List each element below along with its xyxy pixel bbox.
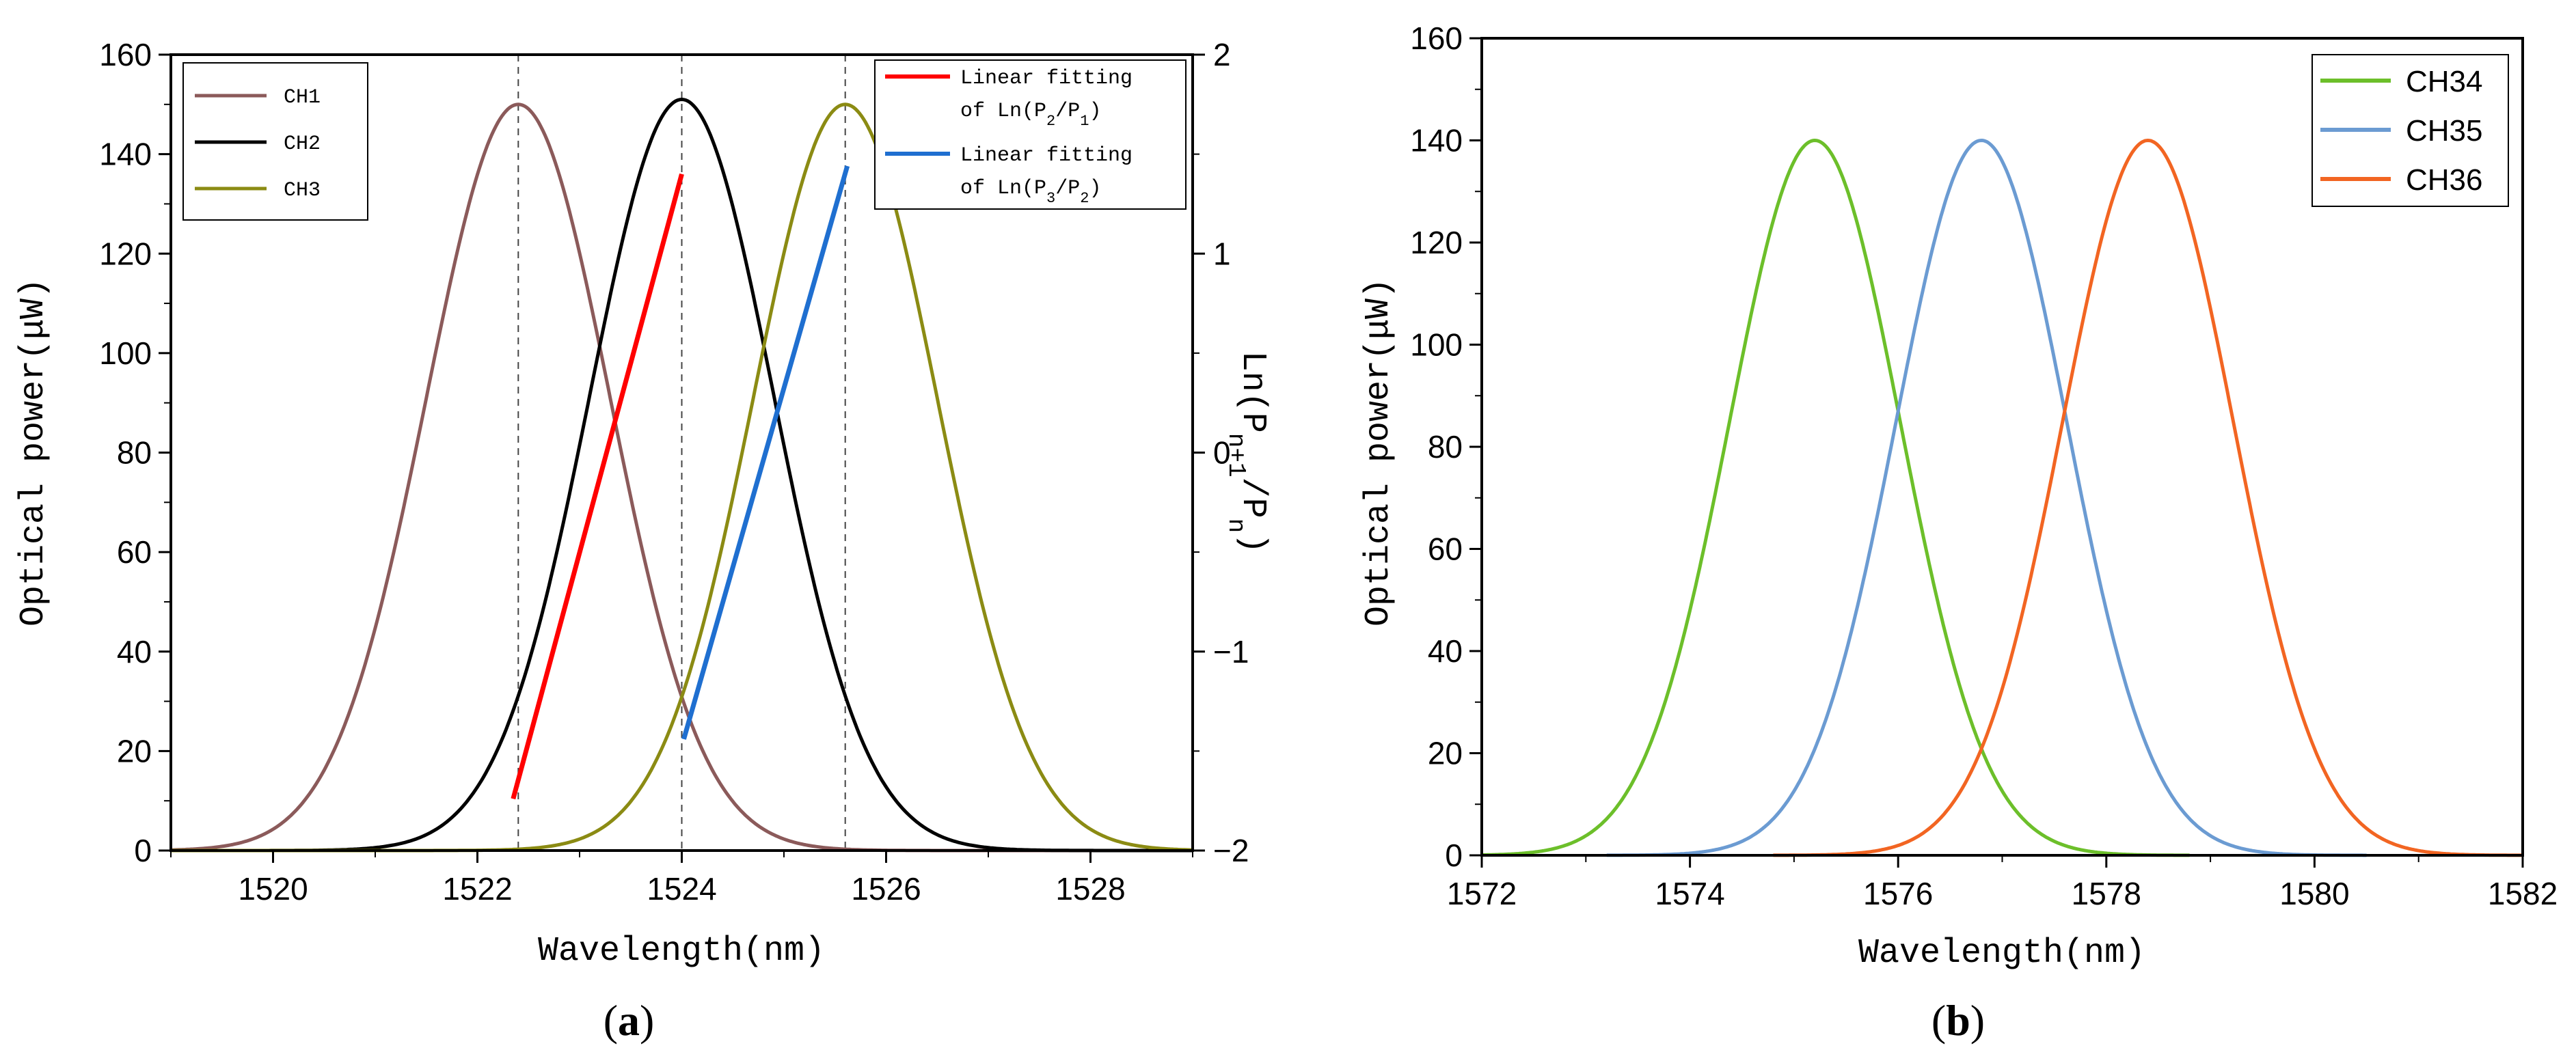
b-legend-ch34-label: CH34 [2406,65,2483,98]
a-panel-label: (a) [604,996,655,1045]
b-curve-ch35 [1606,138,2367,857]
a-legend-fit1-line1: Linear fitting [960,67,1133,90]
a-x-tick-label: 1528 [1055,871,1125,907]
a-y-tick-label: 120 [99,236,152,271]
a-y-tick-label: 20 [117,733,152,769]
panel-a: 1520 1522 1524 1526 1528 0204060801001201401… [14,37,1272,1045]
a-x-ticks: 1520 1522 1524 1526 1528 [170,851,1193,907]
a-y2-tick-label: 1 [1213,236,1231,271]
b-y-tick-label: 40 [1428,633,1463,669]
a-legend-fit2-line1: Linear fitting [960,144,1133,167]
b-y-tick-label: 160 [1410,20,1463,56]
a-reference-lines [517,55,846,851]
b-y-tick-label: 20 [1428,736,1463,771]
a-y-tick-label: 40 [117,634,152,669]
b-y-tick-label: 80 [1428,429,1463,465]
a-y-tick-label: 80 [117,435,152,471]
a-y2-ticks: −2 −1 0 1 2 [1193,37,1249,868]
a-legend-fit1-line2: of Ln(P2/P1) [960,100,1101,130]
a-legend-fits: Linear fitting of Ln(P2/P1) Linear fitti… [874,59,1187,210]
a-legend-fit2-line2: of Ln(P3/P2) [960,177,1101,207]
b-y-tick-label: 120 [1410,225,1463,260]
a-legend-ch1-label: CH1 [284,86,321,109]
a-legend-ch2-label: CH2 [284,133,321,156]
b-y-ticks: 0 20 40 60 80 100 120 140 160 [1410,20,1482,873]
b-curve-ch34 [1481,138,2190,857]
b-legend-ch36-label: CH36 [2406,163,2483,197]
b-x-tick-label: 1582 [2488,876,2558,911]
b-x-tick-label: 1572 [1447,876,1517,911]
a-y-ticks: 0 20 40 60 80 100 120 140 160 [99,37,171,868]
b-y-tick-label: 140 [1410,123,1463,158]
a-y-tick-label: 100 [99,335,152,371]
a-y-tick-label: 60 [117,534,152,570]
a-y-axis-title: Optical power(μW) [14,278,53,626]
a-y2-tick-label: −2 [1213,833,1249,868]
a-fit-lines [511,165,850,800]
b-x-tick-label: 1578 [2072,876,2141,911]
a-legend-ch3-label: CH3 [284,179,321,202]
b-x-tick-label: 1576 [1863,876,1933,911]
a-y2-axis-title: Ln(Pn+1/Pn) [1223,351,1273,553]
b-legend-ch35-label: CH35 [2406,114,2483,148]
b-y-tick-label: 0 [1445,838,1463,873]
a-fit-line-2 [681,165,850,740]
a-legend-fits-box [874,59,1187,210]
a-x-tick-label: 1522 [442,871,512,907]
a-x-axis-title: Wavelength(nm) [538,932,825,971]
b-x-ticks: 1572 1574 1576 1578 1580 1582 [1447,855,2558,911]
a-y2-tick-label: 2 [1213,37,1231,72]
a-x-tick-label: 1524 [647,871,716,907]
b-curves [1481,138,2523,857]
a-y-tick-label: 160 [99,37,152,72]
a-legend-channels: CH1 CH2 CH3 [182,62,368,221]
b-panel-label: (b) [1931,996,1985,1045]
a-x-tick-label: 1520 [238,871,308,907]
b-y-axis-title: Optical power(μW) [1359,278,1398,626]
b-y-tick-label: 100 [1410,327,1463,363]
panel-b: 1572 1574 1576 1578 1580 1582 0 20 40 60 80 100 120… [1359,20,2558,1045]
b-legend: CH34 CH35 CH36 [2311,54,2509,207]
b-y-tick-label: 60 [1428,532,1463,567]
a-fit-line-1 [511,173,684,800]
b-x-tick-label: 1574 [1655,876,1724,911]
a-y2-tick-label: 0 [1213,435,1231,471]
a-y-tick-label: 140 [99,137,152,172]
a-x-tick-label: 1526 [851,871,921,907]
b-x-axis-title: Wavelength(nm) [1858,934,2145,973]
a-y2-tick-label: −1 [1213,634,1249,669]
b-curve-ch36 [1773,138,2523,857]
b-x-tick-label: 1580 [2279,876,2349,911]
a-y-tick-label: 0 [134,833,152,868]
